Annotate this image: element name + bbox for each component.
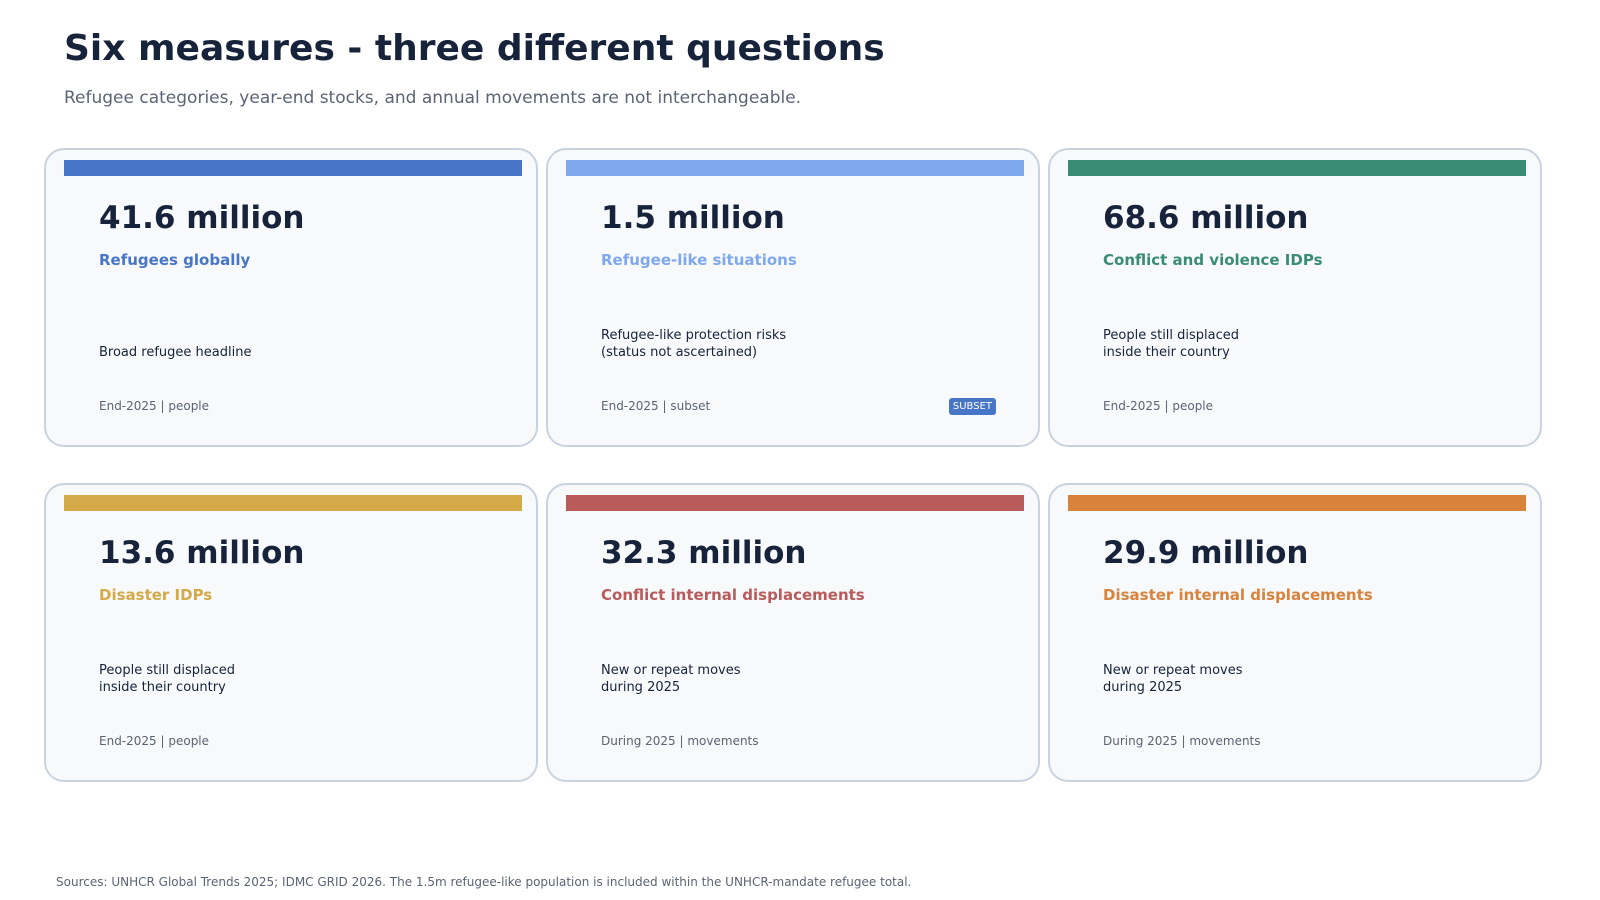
- card-label: Disaster IDPs: [99, 586, 213, 604]
- card-description: New or repeat moves during 2025: [601, 663, 741, 695]
- card-description: Broad refugee headline: [99, 345, 252, 360]
- card-value: 29.9 million: [1103, 535, 1309, 571]
- sources-note: Sources: UNHCR Global Trends 2025; IDMC …: [56, 875, 912, 889]
- card-meta: During 2025 | movements: [1103, 734, 1261, 748]
- page-title: Six measures - three different questions: [64, 28, 885, 69]
- measure-card: 32.3 million Conflict internal displaceme…: [546, 483, 1040, 782]
- card-color-bar: [1068, 160, 1526, 176]
- card-color-bar: [64, 495, 522, 511]
- card-label: Conflict and violence IDPs: [1103, 251, 1323, 269]
- card-label: Conflict internal displacements: [601, 586, 865, 604]
- card-value: 32.3 million: [601, 535, 807, 571]
- card-meta: End-2025 | people: [99, 399, 210, 413]
- measure-card: 29.9 million Disaster internal displaceme…: [1048, 483, 1542, 782]
- card-description: Refugee-like protection risks (status no…: [601, 328, 787, 360]
- card-color-bar: [566, 160, 1024, 176]
- measure-card: 68.6 million Conflict and violence IDPs Pe…: [1048, 148, 1542, 447]
- card-description: People still displaced inside their coun…: [1103, 328, 1240, 360]
- card-meta: During 2025 | movements: [601, 734, 759, 748]
- card-color-bar: [64, 160, 522, 176]
- card-value: 13.6 million: [99, 535, 305, 571]
- card-label: Refugee-like situations: [601, 251, 797, 269]
- card-description: People still displaced inside their coun…: [99, 663, 236, 695]
- measure-card: 41.6 million Refugees globally Broad refug…: [44, 148, 538, 447]
- card-label: Disaster internal displacements: [1103, 586, 1373, 604]
- card-value: 41.6 million: [99, 200, 305, 236]
- card-meta: End-2025 | subset: [601, 399, 711, 413]
- card-meta: End-2025 | people: [1103, 399, 1214, 413]
- subset-badge: SUBSET: [948, 398, 996, 415]
- card-value: 68.6 million: [1103, 200, 1309, 236]
- card-color-bar: [1068, 495, 1526, 511]
- measure-card: 13.6 million Disaster IDPs People still di…: [44, 483, 538, 782]
- card-meta: End-2025 | people: [99, 734, 210, 748]
- measure-card: 1.5 million Refugee-like situations Refuge…: [546, 148, 1040, 447]
- card-value: 1.5 million: [601, 200, 785, 236]
- card-description: New or repeat moves during 2025: [1103, 663, 1243, 695]
- card-color-bar: [566, 495, 1024, 511]
- card-label: Refugees globally: [99, 251, 251, 269]
- page-subtitle: Refugee categories, year-end stocks, and…: [64, 88, 802, 108]
